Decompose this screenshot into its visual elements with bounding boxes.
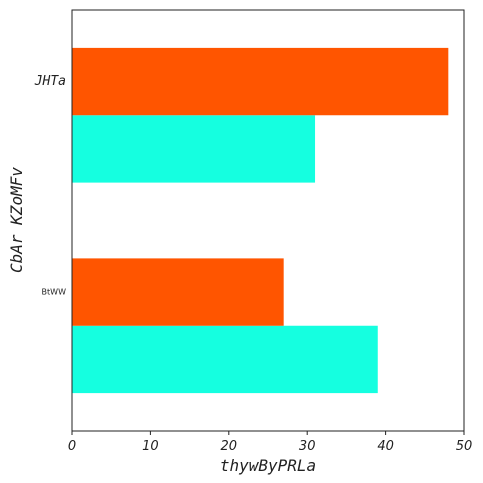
x-tick-label: 40: [377, 439, 394, 454]
x-axis-label: thywByPRLa: [220, 456, 316, 475]
x-axis-ticks: 0 10 20 30 40 50: [68, 431, 472, 454]
x-tick-label: 50: [456, 439, 473, 454]
bar-BtWW-series-2: [72, 258, 284, 326]
x-tick-label: 10: [142, 439, 159, 454]
bar-JHTa-series-1: [72, 115, 316, 183]
y-tick-label-BtWW: BtWW: [42, 288, 67, 297]
y-axis-label: CbAr KZoMFv: [7, 167, 26, 273]
x-tick-label: 30: [299, 439, 316, 454]
bars-group: [72, 47, 449, 394]
x-tick-label: 0: [68, 439, 76, 454]
y-tick-label-JHTa: JHTa: [34, 74, 66, 89]
plot-frame: [71, 9, 465, 432]
y-axis-ticks: BtWW JHTa: [34, 74, 66, 297]
x-tick-label: 20: [221, 439, 238, 454]
bar-BtWW-series-1: [72, 325, 378, 394]
bar-JHTa-series-2: [72, 47, 449, 116]
